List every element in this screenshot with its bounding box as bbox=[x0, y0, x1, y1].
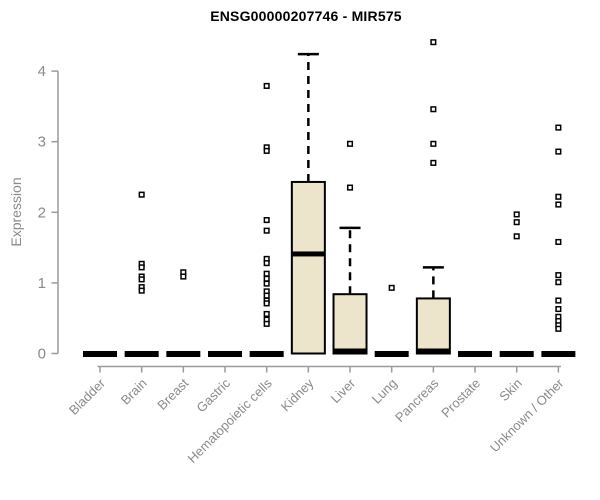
skin-zero-median-bar bbox=[499, 351, 534, 357]
brain-outlier-marker bbox=[138, 287, 145, 294]
unknown-other-outlier-marker bbox=[555, 297, 562, 304]
unknown-other-outlier-marker bbox=[555, 325, 562, 332]
breast-zero-median-bar bbox=[166, 351, 201, 357]
hematopoietic-cells-outlier-marker bbox=[263, 280, 270, 287]
prostate-zero-median-bar bbox=[458, 351, 493, 357]
unknown-other-outlier-marker bbox=[555, 148, 562, 155]
x-category-label-kidney: Kidney bbox=[278, 375, 317, 414]
hematopoietic-cells-outlier-marker bbox=[263, 275, 270, 282]
skin-outlier-marker bbox=[513, 219, 520, 226]
liver-box bbox=[332, 293, 368, 355]
kidney-box bbox=[290, 180, 326, 355]
brain-outlier-marker bbox=[138, 264, 145, 271]
pancreas-box bbox=[415, 297, 451, 355]
liver-outlier-marker bbox=[346, 140, 354, 147]
x-category-label-brain: Brain bbox=[118, 376, 150, 408]
y-tick-label: 3 bbox=[38, 134, 46, 151]
y-tick-label: 4 bbox=[38, 63, 46, 80]
hematopoietic-cells-outlier-marker bbox=[263, 270, 270, 277]
x-category-label-liver: Liver bbox=[328, 375, 359, 406]
x-category-label-unknown-other: Unknown / Other bbox=[487, 375, 567, 455]
hematopoietic-cells-outlier-marker bbox=[263, 147, 270, 154]
brain-zero-median-bar bbox=[124, 351, 159, 357]
brain-outlier-marker bbox=[138, 191, 145, 198]
hematopoietic-cells-zero-median-bar bbox=[249, 351, 284, 357]
x-category-label-bladder: Bladder bbox=[66, 375, 109, 418]
breast-outlier-marker bbox=[180, 273, 187, 280]
hematopoietic-cells-outlier-marker bbox=[263, 260, 270, 267]
lung-zero-median-bar bbox=[374, 351, 409, 357]
gastric-zero-median-bar bbox=[208, 351, 243, 357]
y-tick-label: 2 bbox=[38, 204, 46, 221]
unknown-other-outlier-marker bbox=[555, 272, 562, 279]
unknown-other-outlier-marker bbox=[555, 305, 562, 313]
pancreas-outlier-marker bbox=[430, 159, 437, 166]
unknown-other-outlier-marker bbox=[555, 124, 562, 131]
y-tick-label: 1 bbox=[38, 275, 46, 292]
x-category-label-skin: Skin bbox=[496, 376, 524, 404]
unknown-other-outlier-marker bbox=[555, 279, 562, 286]
pancreas-outlier-marker bbox=[430, 106, 437, 113]
lung-outlier-marker bbox=[388, 284, 395, 291]
pancreas-median-line bbox=[416, 348, 450, 354]
skin-outlier-marker bbox=[513, 233, 520, 240]
x-category-label-gastric: Gastric bbox=[193, 375, 233, 415]
hematopoietic-cells-outlier-marker bbox=[263, 217, 270, 224]
hematopoietic-cells-outlier-marker bbox=[263, 320, 270, 327]
x-category-label-pancreas: Pancreas bbox=[392, 375, 442, 425]
skin-outlier-marker bbox=[513, 211, 520, 218]
x-category-label-breast: Breast bbox=[154, 375, 191, 412]
unknown-other-zero-median-bar bbox=[541, 351, 576, 357]
unknown-other-outlier-marker bbox=[555, 193, 562, 200]
hematopoietic-cells-outlier-marker bbox=[263, 310, 270, 318]
hematopoietic-cells-outlier-marker bbox=[263, 82, 270, 89]
pancreas-outlier-marker bbox=[430, 140, 437, 147]
liver-median-line bbox=[333, 348, 367, 354]
liver-outlier-marker bbox=[346, 184, 354, 191]
bladder-zero-median-bar bbox=[83, 351, 117, 357]
unknown-other-outlier-marker bbox=[555, 238, 562, 246]
unknown-other-outlier-marker bbox=[555, 201, 562, 208]
hematopoietic-cells-outlier-marker bbox=[263, 227, 270, 234]
x-category-label-lung: Lung bbox=[369, 376, 400, 407]
hematopoietic-cells-outlier-marker bbox=[263, 292, 270, 299]
pancreas-outlier-marker bbox=[430, 39, 437, 46]
hematopoietic-cells-outlier-marker bbox=[263, 300, 270, 307]
x-category-label-prostate: Prostate bbox=[438, 376, 483, 421]
y-tick-label: 0 bbox=[38, 346, 46, 363]
chart-title: ENSG00000207746 - MIR575 bbox=[210, 8, 402, 24]
brain-outlier-marker bbox=[138, 276, 145, 283]
kidney-median-line bbox=[291, 251, 325, 257]
